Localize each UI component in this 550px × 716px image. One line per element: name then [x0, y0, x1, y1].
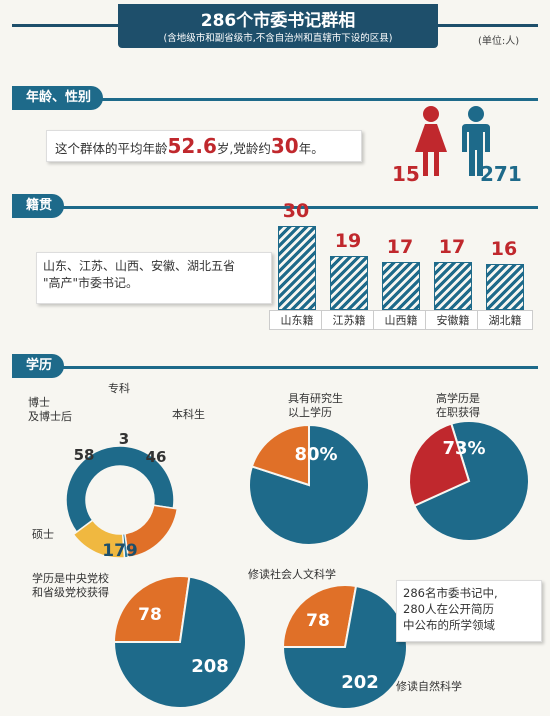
party-school-pie-chart: 78 208: [112, 575, 247, 709]
inservice-label-line-2: 在职获得: [436, 406, 480, 419]
origin-note-line-2: "高产"市委书记。: [43, 276, 139, 290]
postgrad-label: 具有研究生 以上学历: [288, 392, 343, 420]
party-school-label-line-1: 学历是中央党校: [32, 572, 109, 585]
postgrad-pie-chart: 80%: [248, 423, 370, 546]
pie-value-label: 208: [191, 656, 229, 677]
phd-label: 博士 及博士后: [28, 396, 72, 424]
bar-湖北籍: [486, 264, 524, 310]
humanities-label: 修读社会人文科学: [248, 568, 336, 581]
section-title-origin: 籍贯: [12, 194, 65, 218]
edu-note-line-3: 中公布的所学领域: [403, 618, 495, 632]
bar-category-label: 江苏籍: [321, 310, 377, 330]
donut-slice-本科生: [72, 519, 126, 559]
phd-label-line-2: 及博士后: [28, 410, 72, 423]
male-icon: [462, 106, 490, 176]
degree-donut-chart: 179 58 3 46: [65, 430, 179, 560]
pie-slice-其他: [408, 422, 471, 508]
master-label: 硕士: [32, 528, 54, 541]
pie-slice-高学历是在职获得: [413, 420, 530, 542]
age-text-mid: 岁,党龄约: [216, 141, 271, 156]
bar-category-label: 安徽籍: [425, 310, 481, 330]
female-count: 15: [392, 162, 420, 186]
section-title-education: 学历: [12, 354, 65, 378]
pie-value-label: 78: [138, 605, 162, 625]
section-rule: [12, 366, 538, 369]
undergrad-label: 本科生: [172, 408, 205, 421]
bar-value-label: 30: [282, 200, 310, 222]
origin-note-box: 山东、江苏、山西、安徽、湖北五省 "高产"市委书记。: [36, 252, 272, 304]
origin-note-line-1: 山东、江苏、山西、安徽、湖北五省: [43, 259, 236, 273]
gender-icons: [415, 106, 490, 176]
phd-label-line-1: 博士: [28, 396, 50, 409]
bar-山西籍: [382, 261, 420, 310]
pie-slice-修读社会人文科学: [281, 584, 358, 648]
pie-value-label: 80%: [294, 444, 337, 465]
party-school-label: 学历是中央党校 和省级党校获得: [32, 572, 109, 600]
page-title: 286个市委书记群相: [200, 11, 356, 31]
pie-value-label: 78: [306, 611, 330, 631]
master-value: 179: [102, 541, 138, 560]
edu-note-line-1: 286名市委书记中,: [403, 586, 498, 600]
pie-slice-学历是中央党校和省级党校获得: [112, 575, 191, 643]
undergrad-value: 46: [146, 448, 167, 466]
inservice-label-line-1: 高学历是: [436, 392, 480, 405]
bar-value-label: 17: [438, 235, 466, 258]
bar-value-label: 19: [334, 230, 362, 253]
female-icon: [415, 106, 447, 176]
college-value: 3: [119, 430, 129, 448]
pie-value-label: 202: [341, 672, 379, 693]
donut-slice-硕士: [65, 445, 175, 534]
postgrad-label-line-1: 具有研究生: [288, 392, 343, 405]
pie-value-label: 73%: [442, 438, 485, 459]
bar-value-label: 17: [386, 235, 414, 258]
section-rule: [12, 98, 538, 101]
college-label: 专科: [108, 382, 130, 395]
party-years-value: 30: [270, 134, 299, 158]
edu-note-box: 286名市委书记中, 280人在公开简历 中公布的所学领域: [396, 580, 542, 642]
pie-slice-具有研究生以上学历: [248, 423, 370, 546]
bar-山东籍: [278, 226, 316, 310]
field-pie-chart: 78 202: [281, 584, 408, 710]
postgrad-label-line-2: 以上学历: [288, 406, 332, 419]
unit-label: (单位:人): [478, 36, 520, 47]
age-summary-box: 这个群体的平均年龄52.6岁,党龄约30年。: [46, 130, 362, 162]
bar-安徽籍: [434, 261, 472, 310]
inservice-label: 高学历是 在职获得: [436, 392, 480, 420]
bar-category-label: 山西籍: [373, 310, 429, 330]
bar-category-label: 湖北籍: [477, 310, 533, 330]
page-subtitle: (含地级市和副省级市,不含自治州和直辖市下设的区县): [163, 33, 393, 44]
party-school-label-line-2: 和省级党校获得: [32, 586, 109, 599]
pie-slice-修读自然科学: [281, 584, 408, 710]
bar-江苏籍: [330, 256, 368, 310]
age-text-prefix: 这个群体的平均年龄: [55, 141, 168, 156]
male-count: 271: [480, 162, 522, 186]
pie-slice-其他: [250, 423, 310, 487]
origin-bar-chart: 30 山东籍 19 江苏籍 17 山西籍 17 安徽籍 16 湖北籍: [269, 200, 540, 340]
section-title-age: 年龄、性别: [12, 86, 104, 110]
science-label: 修读自然科学: [396, 680, 462, 693]
header-banner: [118, 4, 438, 48]
inservice-pie-chart: 73%: [408, 420, 530, 542]
avg-age-value: 52.6: [167, 134, 217, 158]
bar-value-label: 16: [490, 238, 518, 261]
phd-value: 58: [74, 446, 95, 464]
pie-slice-其他: [112, 575, 247, 709]
edu-note-line-2: 280人在公开简历: [403, 602, 494, 616]
section-rule: [12, 206, 538, 209]
age-text-suffix: 年。: [298, 141, 324, 156]
bar-category-label: 山东籍: [269, 310, 325, 330]
